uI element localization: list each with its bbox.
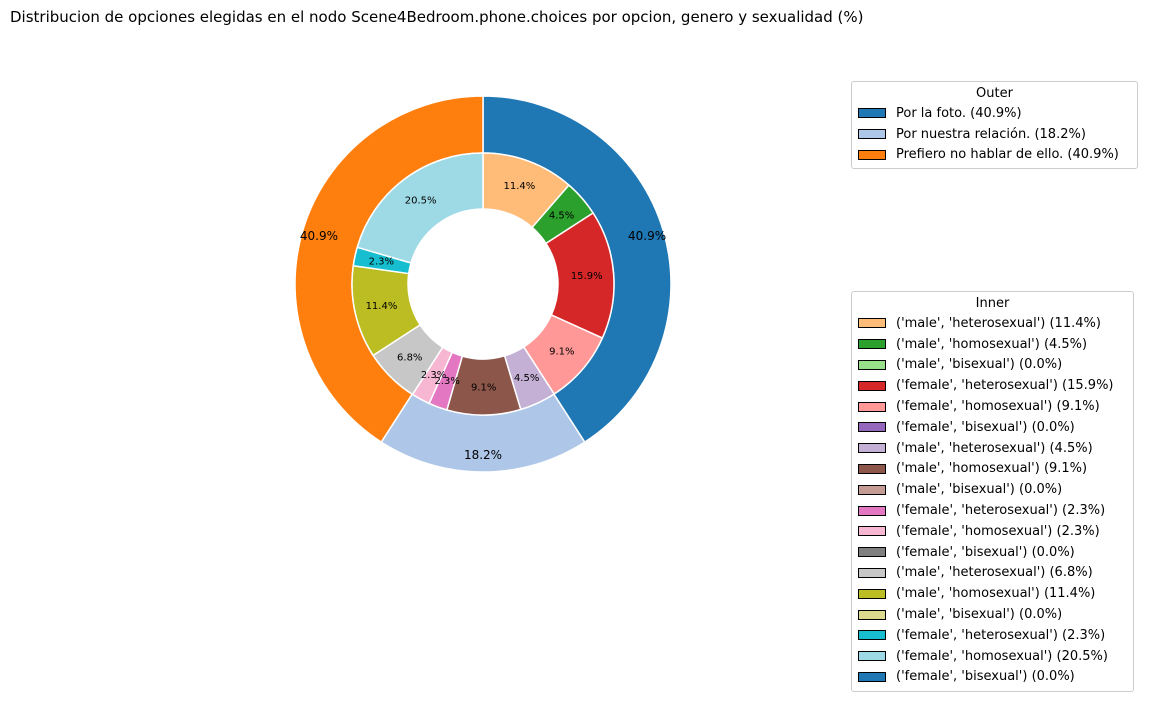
inner-legend-label-5: ('female', 'bisexual') (0.0%)	[896, 419, 1075, 435]
inner-legend-swatch-3	[858, 380, 886, 391]
inner-legend-label-16: ('female', 'homosexual') (20.5%)	[896, 648, 1108, 664]
inner-legend-swatch-16	[858, 651, 886, 662]
inner-legend-label-1: ('male', 'homosexual') (4.5%)	[896, 336, 1088, 352]
inner-legend-item-17: ('female', 'bisexual') (0.0%)	[852, 667, 1133, 688]
inner-legend-item-8: ('male', 'bisexual') (0.0%)	[852, 479, 1133, 500]
inner-slice-label-4: 9.1%	[549, 346, 574, 357]
inner-legend-label-14: ('male', 'bisexual') (0.0%)	[896, 607, 1063, 623]
outer-legend-item-1: Por nuestra relación. (18.2%)	[852, 124, 1137, 145]
inner-slice-16	[356, 152, 484, 264]
inner-legend-item-14: ('male', 'bisexual') (0.0%)	[852, 604, 1133, 625]
inner-slice-label-6: 4.5%	[514, 373, 539, 384]
outer-slice-label-0: 40.9%	[628, 229, 666, 243]
inner-legend-item-12: ('male', 'heterosexual') (6.8%)	[852, 563, 1133, 584]
inner-legend-swatch-12	[858, 567, 886, 578]
inner-slice-label-15: 2.3%	[369, 257, 394, 268]
inner-slice-label-0: 11.4%	[504, 181, 536, 192]
inner-legend-item-1: ('male', 'homosexual') (4.5%)	[852, 334, 1133, 355]
inner-legend-label-4: ('female', 'homosexual') (9.1%)	[896, 399, 1100, 415]
chart-title: Distribucion de opciones elegidas en el …	[10, 8, 864, 26]
inner-legend-label-8: ('male', 'bisexual') (0.0%)	[896, 482, 1063, 498]
legend-outer: Outer Por la foto. (40.9%) Por nuestra re…	[851, 81, 1138, 169]
inner-slice-label-10: 2.3%	[421, 370, 446, 381]
legend-inner: Inner ('male', 'heterosexual') (11.4%) ('…	[851, 291, 1134, 692]
outer-slice-label-2: 40.9%	[300, 229, 338, 243]
outer-legend-item-2: Prefiero no hablar de ello. (40.9%)	[852, 145, 1137, 166]
inner-legend-label-6: ('male', 'heterosexual') (4.5%)	[896, 440, 1093, 456]
inner-legend-label-2: ('male', 'bisexual') (0.0%)	[896, 357, 1063, 373]
outer-legend-swatch-1	[858, 129, 886, 140]
inner-legend-label-13: ('male', 'homosexual') (11.4%)	[896, 586, 1096, 602]
outer-legend-label-1: Por nuestra relación. (18.2%)	[896, 126, 1086, 142]
inner-legend-label-9: ('female', 'heterosexual') (2.3%)	[896, 503, 1106, 519]
outer-legend-swatch-0	[858, 108, 886, 119]
inner-legend-swatch-9	[858, 505, 886, 516]
inner-legend-item-6: ('male', 'heterosexual') (4.5%)	[852, 438, 1133, 459]
inner-legend-item-7: ('male', 'homosexual') (9.1%)	[852, 459, 1133, 480]
outer-legend-swatch-2	[858, 149, 886, 160]
inner-legend-item-16: ('female', 'homosexual') (20.5%)	[852, 646, 1133, 667]
inner-legend-swatch-2	[858, 359, 886, 370]
inner-legend-label-0: ('male', 'heterosexual') (11.4%)	[896, 315, 1101, 331]
inner-slice-label-9: 2.3%	[434, 376, 459, 387]
inner-slice-label-16: 20.5%	[405, 195, 437, 206]
inner-legend-item-5: ('female', 'bisexual') (0.0%)	[852, 417, 1133, 438]
inner-legend-item-11: ('female', 'bisexual') (0.0%)	[852, 542, 1133, 563]
legend-outer-title: Outer	[976, 86, 1013, 101]
inner-ring	[351, 152, 615, 416]
inner-legend-label-15: ('female', 'heterosexual') (2.3%)	[896, 627, 1106, 643]
inner-legend-swatch-6	[858, 443, 886, 454]
outer-ring	[294, 95, 672, 473]
inner-legend-swatch-8	[858, 484, 886, 495]
inner-legend-label-11: ('female', 'bisexual') (0.0%)	[896, 544, 1075, 560]
inner-legend-label-10: ('female', 'homosexual') (2.3%)	[896, 523, 1100, 539]
outer-legend-item-0: Por la foto. (40.9%)	[852, 103, 1137, 124]
slice-labels: 40.9% 18.2% 40.9% 11.4% 4.5% 15.9% 9.1% 4.5% 9.1…	[300, 181, 666, 462]
inner-legend-swatch-15	[858, 630, 886, 641]
inner-legend-item-13: ('male', 'homosexual') (11.4%)	[852, 583, 1133, 604]
inner-legend-label-3: ('female', 'heterosexual') (15.9%)	[896, 378, 1114, 394]
inner-legend-swatch-17	[858, 671, 886, 682]
inner-legend-item-2: ('male', 'bisexual') (0.0%)	[852, 355, 1133, 376]
inner-legend-item-10: ('female', 'homosexual') (2.3%)	[852, 521, 1133, 542]
inner-legend-label-17: ('female', 'bisexual') (0.0%)	[896, 669, 1075, 685]
inner-legend-swatch-5	[858, 422, 886, 433]
inner-legend-item-3: ('female', 'heterosexual') (15.9%)	[852, 375, 1133, 396]
legend-inner-title: Inner	[975, 296, 1010, 311]
inner-slice-label-13: 11.4%	[366, 301, 398, 312]
outer-slice-label-1: 18.2%	[464, 448, 502, 462]
outer-legend-label-0: Por la foto. (40.9%)	[896, 105, 1022, 121]
inner-legend-swatch-13	[858, 588, 886, 599]
inner-legend-label-12: ('male', 'heterosexual') (6.8%)	[896, 565, 1093, 581]
outer-legend-label-2: Prefiero no hablar de ello. (40.9%)	[896, 147, 1119, 163]
inner-legend-swatch-14	[858, 609, 886, 620]
inner-slice-label-1: 4.5%	[549, 210, 574, 221]
inner-legend-swatch-7	[858, 463, 886, 474]
donut-chart: 40.9% 18.2% 40.9% 11.4% 4.5% 15.9% 9.1% 4.5% 9.1…	[294, 95, 672, 473]
inner-legend-swatch-10	[858, 526, 886, 537]
inner-legend-swatch-1	[858, 339, 886, 350]
inner-legend-swatch-4	[858, 401, 886, 412]
inner-legend-item-4: ('female', 'homosexual') (9.1%)	[852, 396, 1133, 417]
inner-legend-item-9: ('female', 'heterosexual') (2.3%)	[852, 500, 1133, 521]
inner-legend-item-0: ('male', 'heterosexual') (11.4%)	[852, 313, 1133, 334]
inner-legend-swatch-11	[858, 547, 886, 558]
inner-slice-label-12: 6.8%	[397, 352, 422, 363]
inner-legend-swatch-0	[858, 318, 886, 329]
inner-legend-label-7: ('male', 'homosexual') (9.1%)	[896, 461, 1088, 477]
inner-slice-label-3: 15.9%	[571, 271, 603, 282]
inner-legend-item-15: ('female', 'heterosexual') (2.3%)	[852, 625, 1133, 646]
inner-slice-label-7: 9.1%	[471, 382, 496, 393]
